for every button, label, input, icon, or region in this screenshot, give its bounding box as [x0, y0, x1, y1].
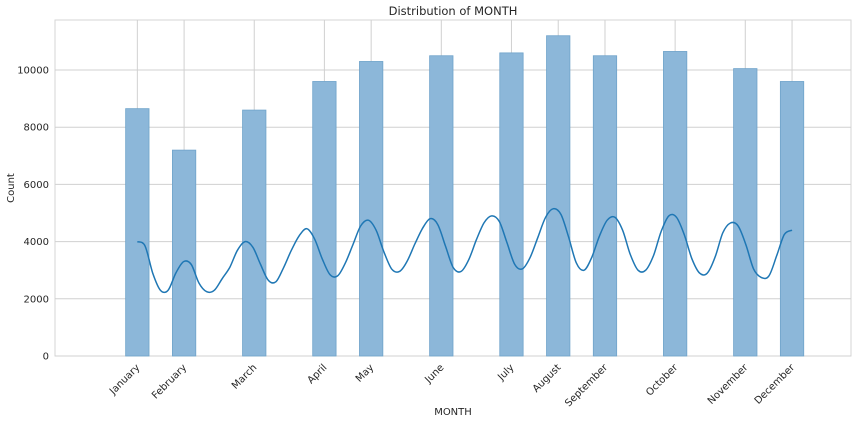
x-tick-label: March [230, 362, 259, 391]
x-tick-label: July [495, 362, 516, 383]
y-tick-label: 8000 [24, 123, 49, 134]
bar-october [663, 51, 688, 357]
chart-title: Distribution of MONTH [389, 4, 518, 18]
y-tick-label: 4000 [24, 237, 49, 248]
kde-curve [136, 207, 793, 294]
bar-november [733, 68, 758, 357]
bar-june [429, 55, 454, 357]
x-tick-label: August [531, 362, 564, 395]
bar-january [125, 108, 150, 357]
y-tick-labels: 0 2000 4000 6000 8000 10000 [17, 66, 49, 363]
x-tick-label: May [354, 362, 376, 384]
y-tick-label: 10000 [17, 66, 49, 77]
bar-july [499, 52, 524, 357]
x-tick-label: October [644, 362, 681, 399]
x-tick-label: April [306, 362, 330, 386]
bar-march [242, 109, 267, 357]
x-tick-label: September [563, 362, 610, 409]
x-tick-labels: January February March April May June July Augu… [107, 362, 798, 409]
y-axis-label: Count [6, 173, 17, 203]
x-tick-label: February [150, 362, 189, 401]
bar-september [592, 55, 618, 357]
bar-may [359, 61, 384, 357]
bar-december [779, 81, 805, 357]
x-tick-label: December [753, 362, 798, 407]
bar-august [546, 35, 571, 357]
bar-april [312, 81, 337, 357]
x-tick-label: January [107, 362, 142, 397]
bars [125, 35, 805, 357]
bar-february [172, 149, 197, 357]
x-tick-label: June [423, 362, 447, 386]
y-tick-label: 6000 [24, 180, 49, 191]
x-axis-label: MONTH [434, 407, 472, 418]
x-tick-label: November [706, 362, 751, 407]
y-tick-label: 0 [43, 352, 49, 363]
y-tick-label: 2000 [24, 294, 49, 305]
